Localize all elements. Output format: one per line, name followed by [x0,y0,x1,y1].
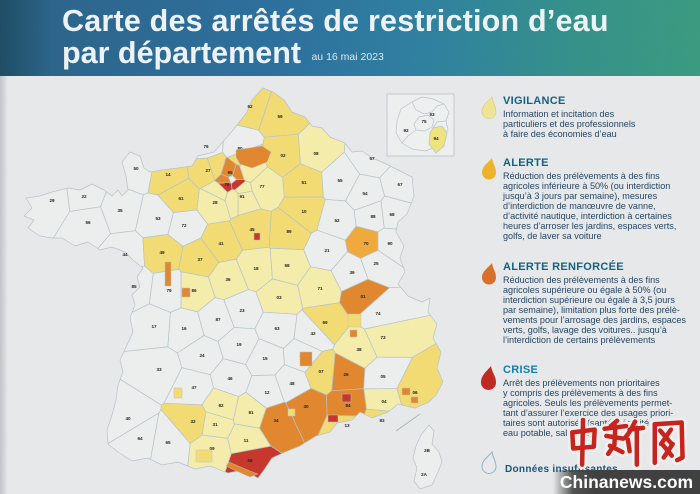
svg-text:92: 92 [403,128,409,133]
svg-text:36: 36 [225,277,231,282]
svg-text:30: 30 [303,404,309,409]
svg-text:53: 53 [155,216,161,221]
svg-text:38: 38 [356,347,362,352]
svg-text:63: 63 [274,326,280,331]
svg-text:71: 71 [317,286,323,291]
svg-text:23: 23 [239,308,245,313]
svg-text:72: 72 [181,223,187,228]
svg-text:54: 54 [362,191,368,196]
svg-text:27: 27 [205,168,211,173]
svg-text:89: 89 [286,229,292,234]
svg-text:19: 19 [236,342,242,347]
svg-text:73: 73 [380,335,386,340]
svg-text:46: 46 [227,376,233,381]
svg-text:86: 86 [191,288,197,293]
svg-text:41: 41 [218,241,224,246]
svg-text:51: 51 [301,180,307,185]
svg-text:31: 31 [212,422,218,427]
svg-text:08: 08 [313,151,319,156]
svg-text:64: 64 [137,436,143,441]
svg-text:39: 39 [349,270,355,275]
svg-text:62: 62 [247,104,253,109]
svg-text:61: 61 [178,196,184,201]
svg-text:91: 91 [239,194,245,199]
svg-text:68: 68 [389,212,395,217]
svg-text:84: 84 [345,403,351,408]
svg-text:21: 21 [324,248,330,253]
svg-text:12: 12 [264,390,270,395]
svg-text:65: 65 [165,440,171,445]
svg-text:55: 55 [337,178,343,183]
svg-text:05: 05 [380,374,386,379]
svg-text:67: 67 [397,182,403,187]
svg-text:04: 04 [381,399,387,404]
svg-text:74: 74 [375,311,381,316]
svg-text:75: 75 [421,119,427,124]
svg-text:45: 45 [249,227,255,232]
svg-text:2B: 2B [424,448,431,453]
svg-text:88: 88 [370,214,376,219]
svg-text:16: 16 [181,326,187,331]
svg-text:90: 90 [387,241,393,246]
svg-text:2A: 2A [421,472,428,477]
svg-text:10: 10 [301,209,307,214]
svg-text:85: 85 [131,284,137,289]
svg-text:40: 40 [125,416,131,421]
svg-text:70: 70 [363,241,369,246]
svg-text:13: 13 [344,423,350,428]
svg-text:66: 66 [247,458,253,463]
svg-text:37: 37 [197,257,203,262]
svg-text:81: 81 [248,410,254,415]
svg-text:77: 77 [259,184,265,189]
svg-text:95: 95 [227,170,233,175]
svg-text:03: 03 [276,295,282,300]
svg-text:78: 78 [224,182,230,187]
svg-text:42: 42 [310,331,316,336]
svg-text:29: 29 [49,198,55,203]
svg-text:83: 83 [379,418,385,423]
svg-text:57: 57 [369,156,375,161]
svg-text:26: 26 [343,372,349,377]
svg-text:01: 01 [360,294,366,299]
svg-text:79: 79 [166,288,172,293]
svg-text:50: 50 [133,166,139,171]
svg-text:59: 59 [277,114,283,119]
svg-text:22: 22 [81,194,87,199]
svg-text:11: 11 [244,438,249,443]
svg-text:07: 07 [318,369,324,374]
svg-text:49: 49 [159,250,165,255]
svg-text:06: 06 [412,390,418,395]
svg-text:52: 52 [334,218,340,223]
svg-text:94: 94 [433,136,439,141]
svg-text:34: 34 [273,418,279,423]
svg-text:48: 48 [289,381,295,386]
svg-text:25: 25 [373,261,379,266]
svg-text:15: 15 [262,356,268,361]
svg-text:87: 87 [215,317,221,322]
svg-text:69: 69 [322,320,328,325]
svg-text:47: 47 [191,385,197,390]
svg-text:32: 32 [190,419,196,424]
svg-text:93: 93 [429,112,435,117]
svg-text:24: 24 [199,353,205,358]
svg-text:76: 76 [203,144,209,149]
svg-text:35: 35 [117,208,123,213]
svg-text:33: 33 [156,367,162,372]
svg-text:14: 14 [165,172,171,177]
svg-text:28: 28 [212,200,218,205]
svg-text:58: 58 [284,263,290,268]
svg-text:18: 18 [253,266,259,271]
svg-text:02: 02 [280,153,286,158]
svg-text:56: 56 [85,220,91,225]
svg-text:17: 17 [151,324,157,329]
svg-text:44: 44 [122,252,128,257]
svg-text:82: 82 [218,403,224,408]
